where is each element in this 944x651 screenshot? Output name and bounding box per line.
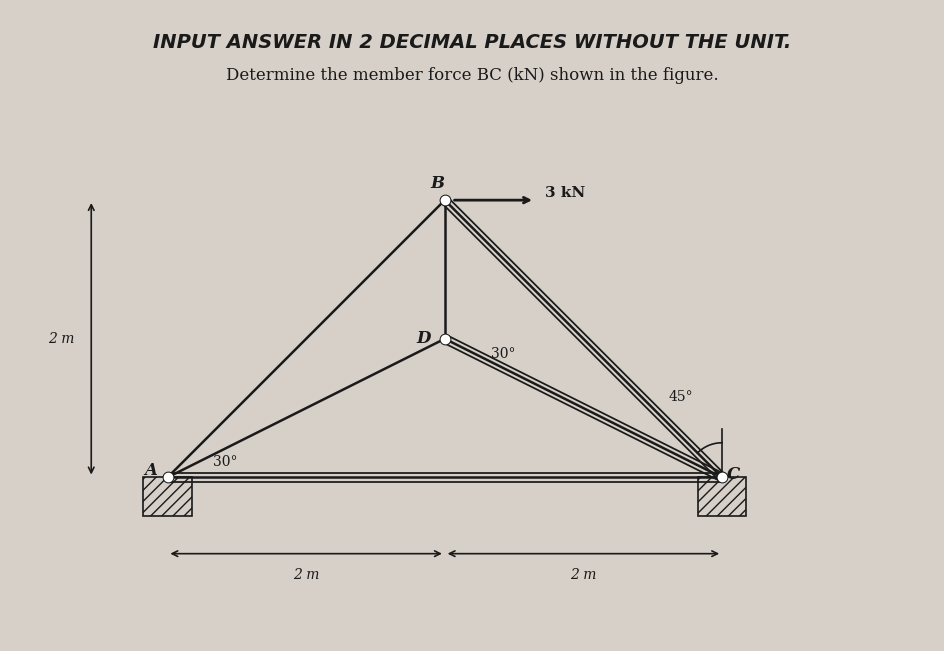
Text: D: D bbox=[416, 330, 430, 347]
Text: 45°: 45° bbox=[667, 390, 692, 404]
Text: A: A bbox=[144, 462, 157, 479]
Text: 2 m: 2 m bbox=[293, 568, 319, 581]
Text: Determine the member force BC (kN) shown in the figure.: Determine the member force BC (kN) shown… bbox=[226, 67, 718, 84]
Text: B: B bbox=[430, 175, 445, 192]
Text: 30°: 30° bbox=[213, 455, 238, 469]
Text: 2 m: 2 m bbox=[569, 568, 596, 581]
Text: 3 kN: 3 kN bbox=[544, 186, 584, 201]
Text: INPUT ANSWER IN 2 DECIMAL PLACES WITHOUT THE UNIT.: INPUT ANSWER IN 2 DECIMAL PLACES WITHOUT… bbox=[153, 33, 791, 52]
Text: 30°: 30° bbox=[490, 347, 514, 361]
Text: 2 m: 2 m bbox=[48, 332, 75, 346]
Text: C: C bbox=[726, 466, 739, 483]
